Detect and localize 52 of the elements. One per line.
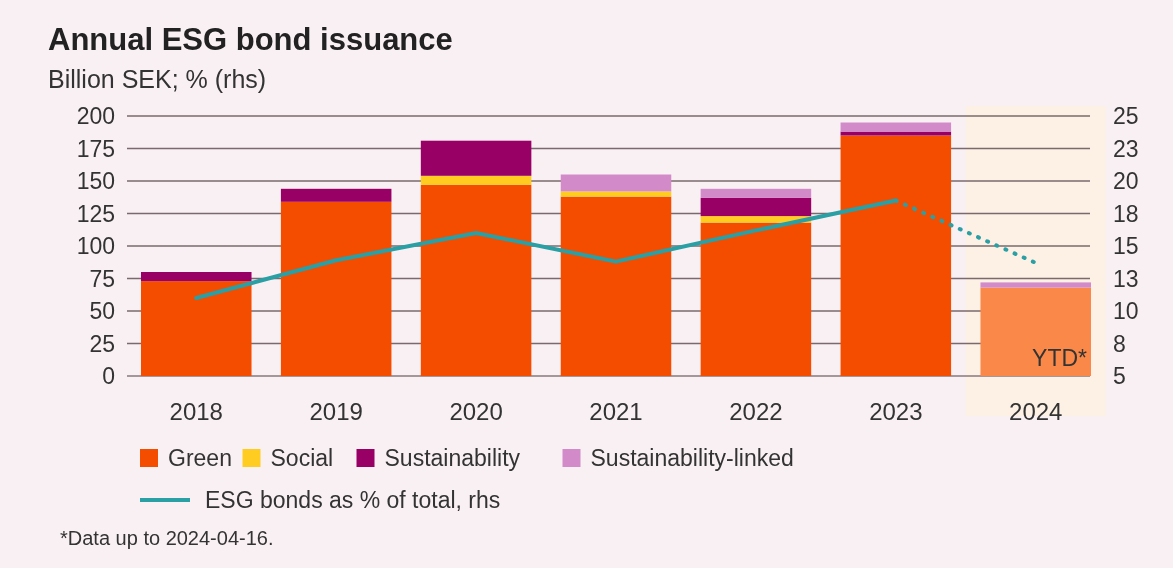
x-tick-label: 2022: [729, 398, 783, 425]
bar: [560, 174, 672, 192]
y-tick-label: 150: [76, 168, 115, 195]
y2-tick-label: 8: [1113, 330, 1126, 357]
bar: [280, 201, 392, 376]
y2-tick-label: 5: [1113, 363, 1126, 390]
bar: [840, 135, 952, 376]
y2-tick-label: 10: [1113, 298, 1139, 325]
y-tick-label: 175: [76, 135, 115, 162]
y-tick-label: 200: [76, 103, 115, 130]
x-tick-label: 2020: [449, 398, 503, 425]
legend-label: Sustainability: [384, 445, 521, 471]
y2-tick-label: 23: [1113, 135, 1139, 162]
chart-subtitle: Billion SEK; % (rhs): [48, 65, 267, 93]
x-tick-label: 2018: [169, 398, 223, 425]
bar: [280, 188, 392, 202]
bar: [420, 184, 532, 376]
y2-tick-label: 13: [1113, 265, 1139, 292]
bar: [980, 282, 1092, 288]
y-tick-label: 100: [76, 233, 115, 260]
bar: [980, 287, 1092, 376]
bar: [700, 188, 812, 198]
text: *Data up to 2024-04-16.: [60, 527, 274, 549]
bar: [140, 272, 252, 282]
x-tick-label: 2023: [869, 398, 923, 425]
y2-tick-label: 20: [1113, 168, 1139, 195]
y-tick-label: 50: [89, 298, 115, 325]
x-tick-label: 2024: [1009, 398, 1063, 425]
y-tick-label: 25: [89, 330, 115, 357]
legend-label: Social: [270, 445, 334, 471]
legend-label: ESG bonds as % of total, rhs: [205, 487, 501, 513]
bar: [700, 197, 812, 217]
x-tick-label: 2019: [309, 398, 363, 425]
x-tick-label: 2021: [589, 398, 643, 425]
legend-label: Green: [168, 445, 232, 471]
bar: [840, 131, 952, 136]
y2-tick-label: 18: [1113, 200, 1139, 227]
chart-title: Annual ESG bond issuance: [48, 22, 453, 57]
bar: [560, 191, 672, 197]
y-tick-label: 75: [89, 265, 115, 292]
bar: [700, 222, 812, 376]
y2-tick-label: 15: [1113, 233, 1139, 260]
bar: [140, 281, 252, 376]
bar: [420, 175, 532, 185]
y-tick-label: 0: [102, 363, 115, 390]
bar: [420, 140, 532, 176]
bar: [560, 196, 672, 376]
y-tick-label: 125: [76, 200, 115, 227]
bar: [840, 122, 952, 132]
annotation: YTD*: [1032, 345, 1088, 371]
legend-label: Sustainability-linked: [590, 445, 794, 471]
y2-tick-label: 25: [1113, 103, 1139, 130]
